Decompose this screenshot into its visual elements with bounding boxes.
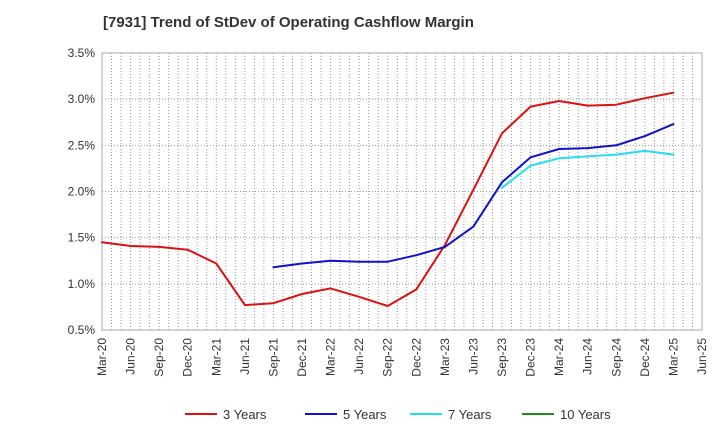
x-tick-label: Sep-24 (609, 338, 623, 377)
y-tick-label: 3.5% (68, 46, 96, 60)
series-line-7-years (501, 149, 675, 189)
legend-label: 10 Years (560, 407, 611, 422)
x-tick-label: Mar-20 (95, 338, 109, 376)
legend-label: 7 Years (448, 407, 492, 422)
x-tick-label: Sep-20 (152, 338, 166, 377)
x-tick-label: Mar-24 (552, 338, 566, 376)
y-tick-label: 3.0% (68, 92, 96, 106)
chart-title: [7931] Trend of StDev of Operating Cashf… (103, 14, 474, 31)
x-tick-label: Dec-24 (638, 338, 652, 377)
x-tick-label: Jun-23 (466, 338, 480, 375)
x-tick-label: Mar-23 (438, 338, 452, 376)
y-tick-label: 0.5% (68, 323, 96, 337)
x-tick-label: Mar-22 (324, 338, 338, 376)
series-line-5-years (272, 123, 675, 269)
x-tick-label: Sep-22 (381, 338, 395, 377)
x-tick-label: Jun-20 (124, 338, 138, 375)
x-tick-label: Jun-25 (695, 338, 709, 375)
x-tick-label: Dec-20 (181, 338, 195, 377)
x-tick-label: Sep-21 (266, 338, 280, 377)
y-tick-label: 2.5% (68, 138, 96, 152)
legend-label: 3 Years (223, 407, 267, 422)
x-tick-label: Jun-22 (352, 338, 366, 375)
legend-label: 5 Years (343, 407, 387, 422)
y-tick-label: 1.5% (68, 231, 96, 245)
x-tick-label: Sep-23 (495, 338, 509, 377)
x-tick-label: Dec-22 (409, 338, 423, 377)
x-tick-label: Jun-21 (238, 338, 252, 375)
x-tick-label: Dec-23 (524, 338, 538, 377)
y-tick-label: 2.0% (68, 185, 96, 199)
y-tick-label: 1.0% (68, 277, 96, 291)
x-tick-label: Mar-21 (209, 338, 223, 376)
series-line-3-years (101, 91, 675, 307)
x-tick-label: Jun-24 (581, 338, 595, 375)
x-tick-label: Dec-21 (295, 338, 309, 377)
x-tick-label: Mar-25 (666, 338, 680, 376)
